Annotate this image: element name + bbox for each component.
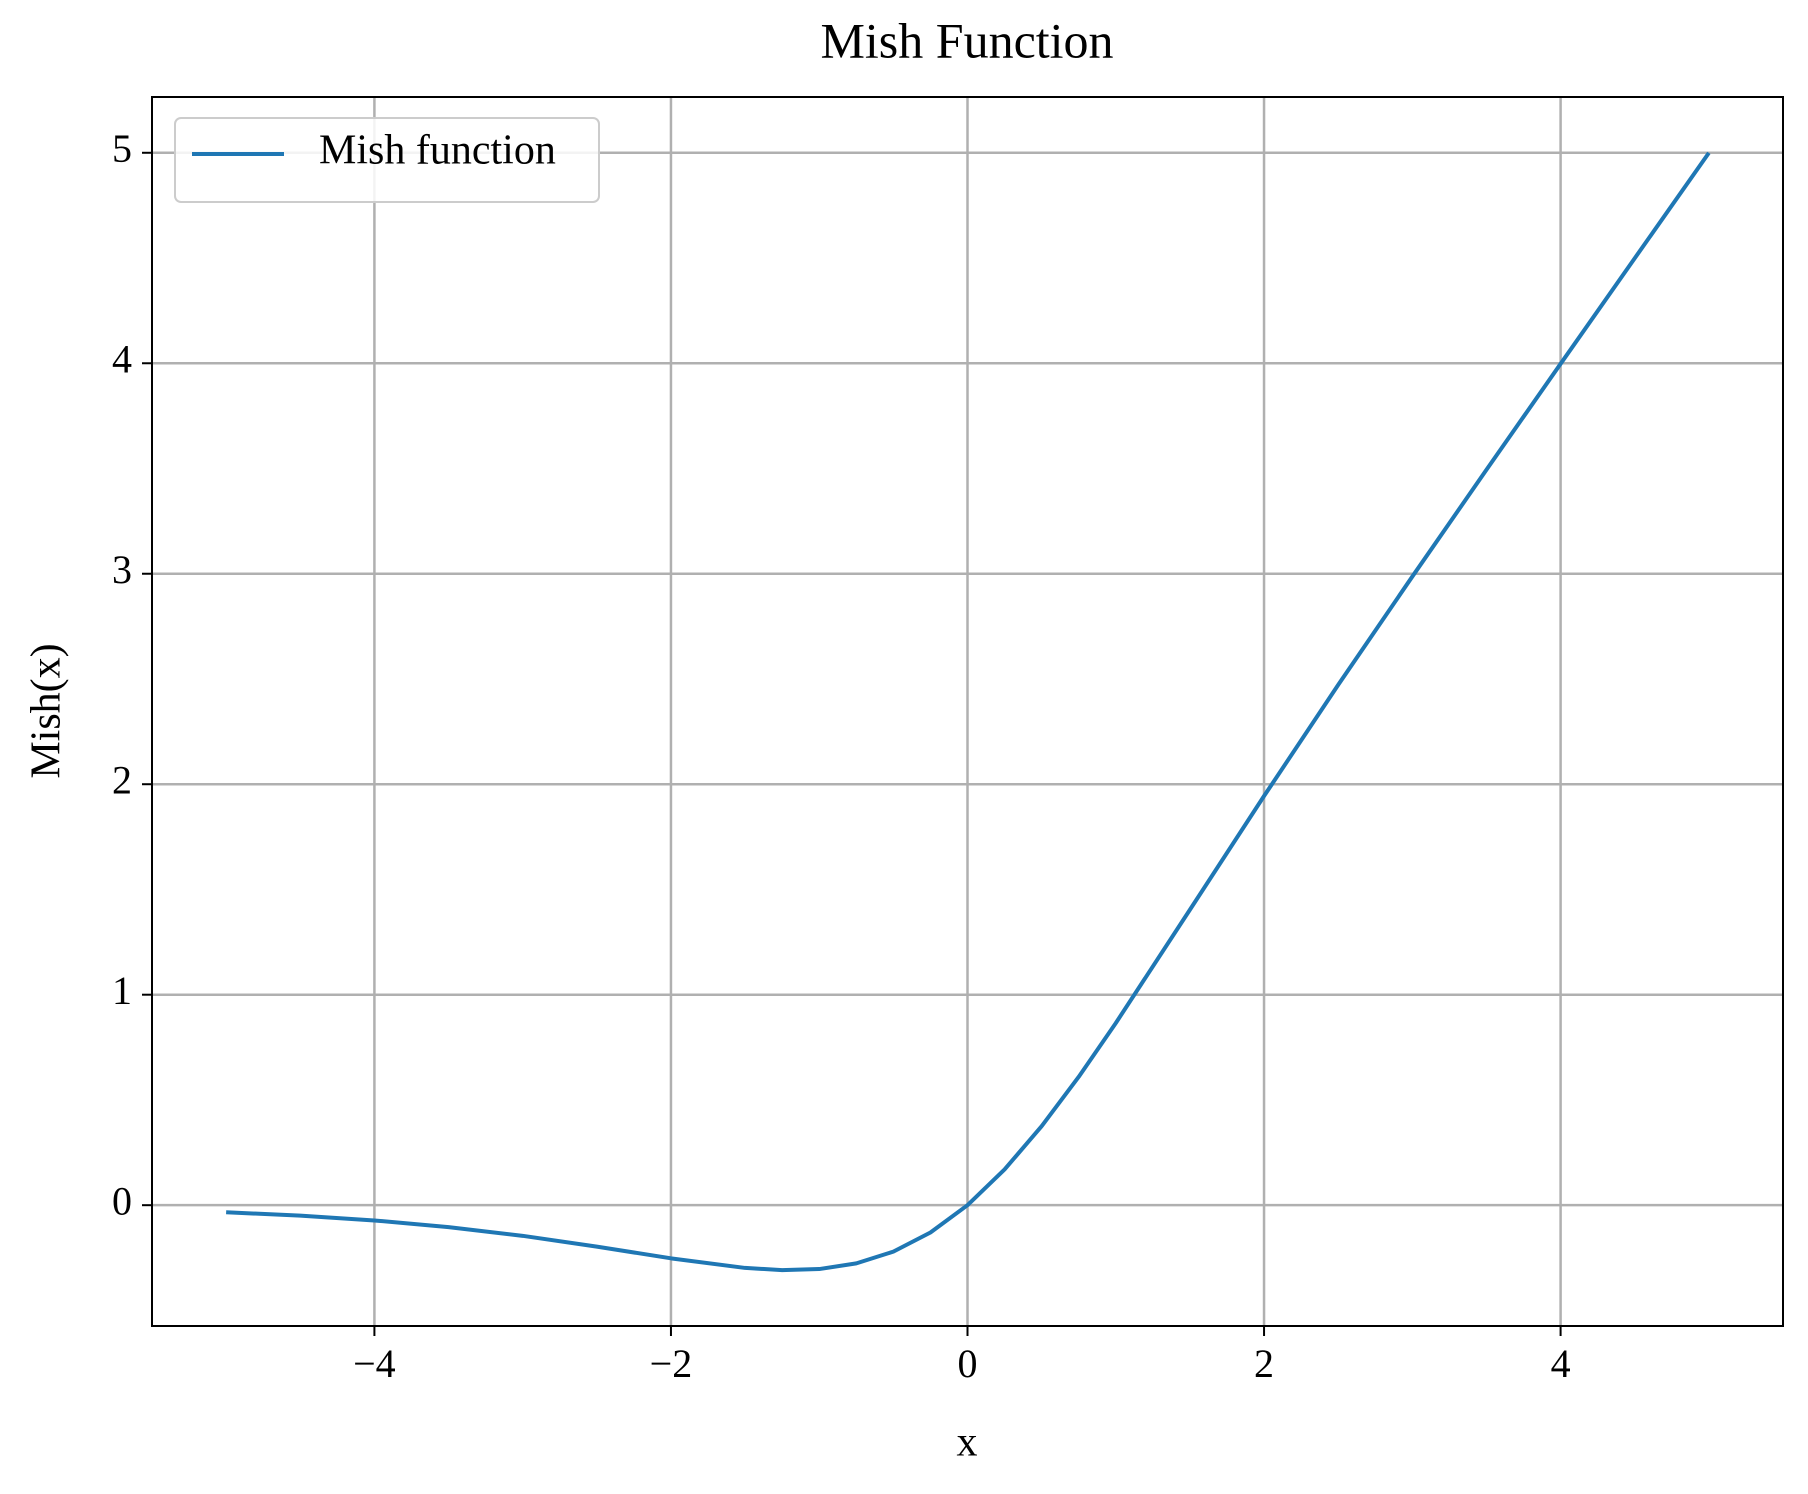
y-tick-label: 2 bbox=[112, 757, 132, 802]
y-tick-label: 1 bbox=[112, 968, 132, 1013]
plot-frame bbox=[151, 96, 1784, 1327]
x-tick-label: −4 bbox=[353, 1341, 396, 1386]
x-axis-label: x bbox=[957, 1420, 978, 1466]
x-tick-label: 2 bbox=[1254, 1341, 1274, 1386]
legend-box bbox=[174, 117, 600, 203]
x-tick-label: 0 bbox=[958, 1341, 978, 1386]
x-tick-label: 4 bbox=[1551, 1341, 1571, 1386]
y-axis-label: Mish(x) bbox=[24, 643, 70, 778]
legend-label: Mish function bbox=[319, 128, 556, 174]
x-tick-label: −2 bbox=[650, 1341, 693, 1386]
chart-title: Mish Function bbox=[820, 12, 1113, 68]
data-line bbox=[226, 151, 1711, 1273]
y-tick-label: 4 bbox=[112, 336, 132, 381]
y-tick-label: 0 bbox=[112, 1178, 132, 1223]
y-tick-label: 5 bbox=[112, 126, 132, 171]
y-tick-label: 3 bbox=[112, 547, 132, 592]
